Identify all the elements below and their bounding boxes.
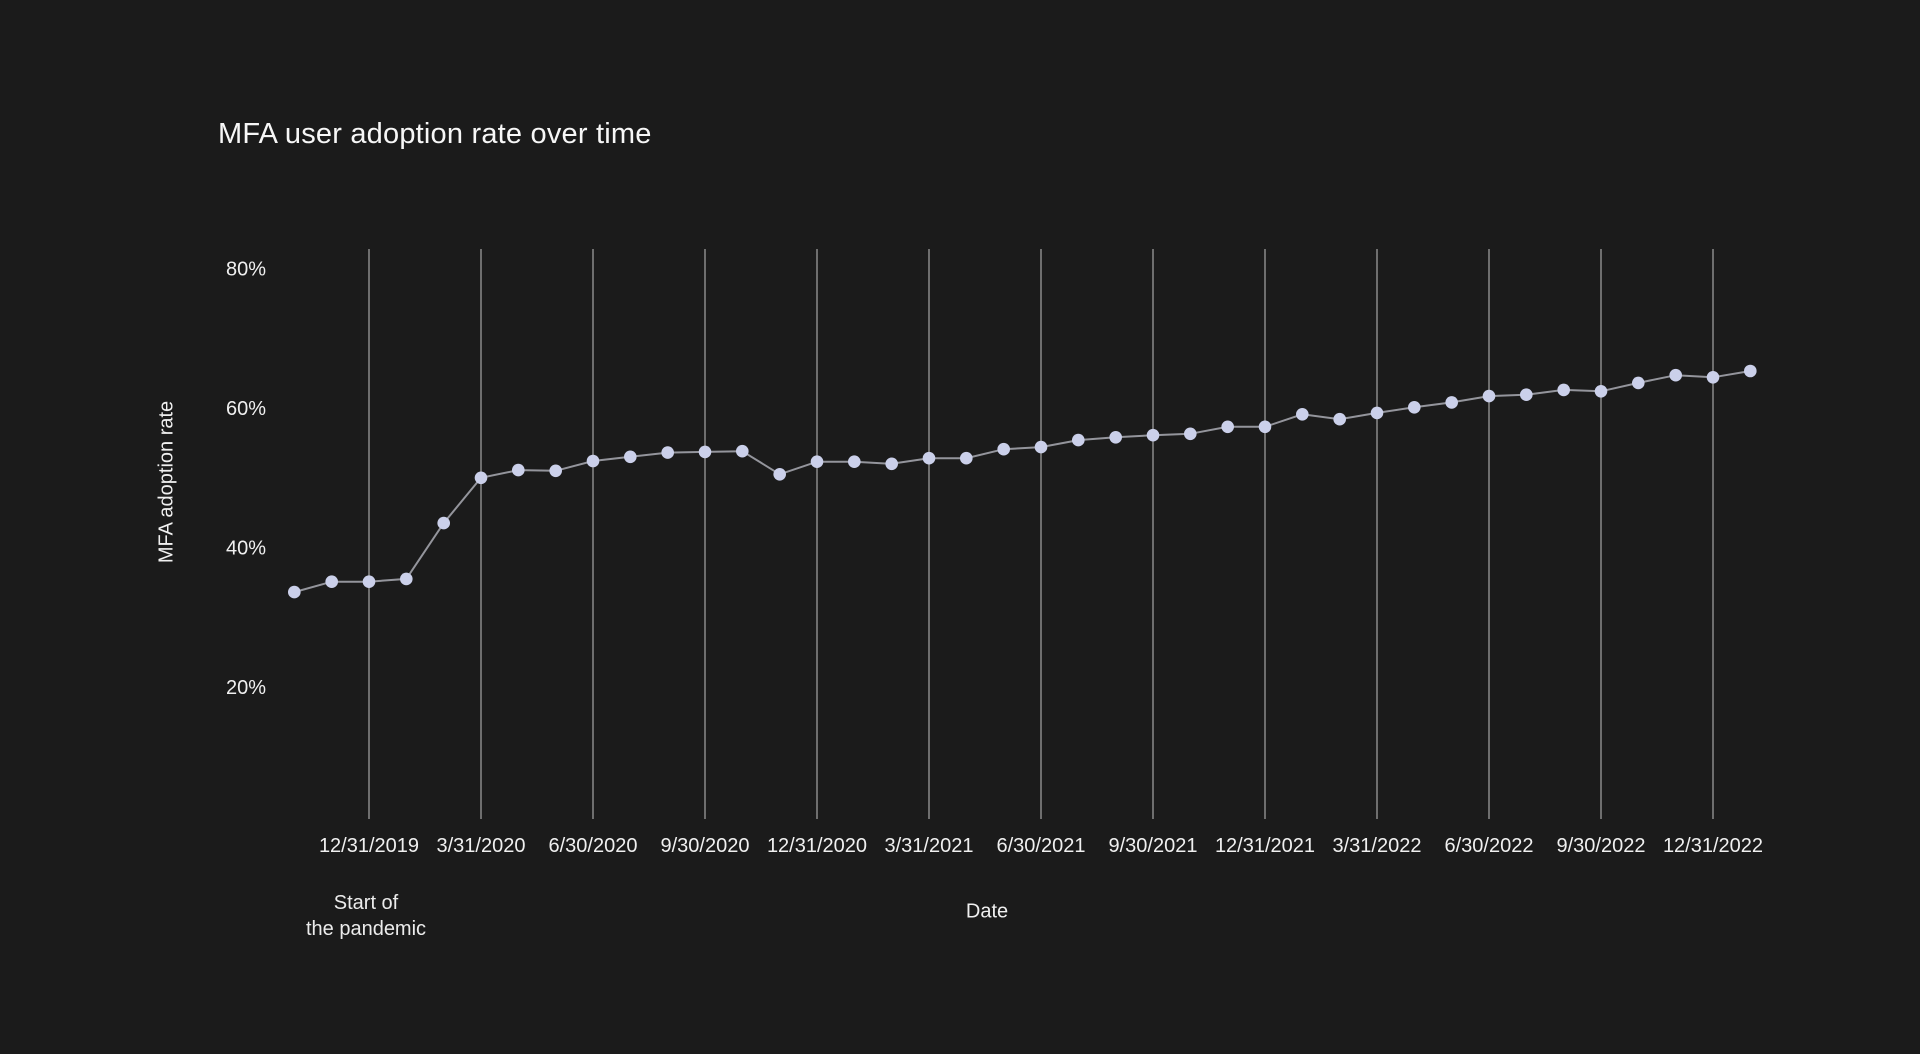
x-tick-label: 9/30/2021 [1109, 835, 1198, 857]
data-point [325, 575, 339, 588]
x-tick-label: 12/31/2020 [767, 835, 867, 857]
pandemic-annotation-line1: Start of [333, 892, 399, 914]
x-tick-label: 9/30/2022 [1557, 835, 1646, 857]
x-tick-label: 12/31/2022 [1663, 835, 1763, 857]
data-point [661, 446, 674, 459]
data-point [1258, 420, 1272, 434]
y-tick-label: 20% [226, 677, 266, 699]
data-point [1221, 420, 1234, 434]
data-point [1184, 427, 1197, 441]
data-point [1333, 412, 1346, 426]
x-tick-label: 3/31/2022 [1333, 835, 1422, 857]
y-tick-label: 40% [226, 538, 266, 560]
data-point [1370, 406, 1384, 420]
data-point [810, 455, 824, 469]
y-tick-label: 80% [226, 259, 266, 281]
data-point [1744, 364, 1757, 378]
x-tick-label: 3/31/2020 [437, 835, 526, 857]
data-point [1072, 433, 1085, 447]
data-point [1520, 388, 1533, 402]
data-point [848, 455, 861, 469]
data-point [1482, 389, 1496, 403]
pandemic-annotation-line2: the pandemic [305, 918, 427, 940]
x-tick-label: 6/30/2021 [997, 835, 1086, 857]
data-point [1034, 440, 1048, 454]
x-tick-label: 6/30/2022 [1445, 835, 1534, 857]
x-tick-label: 12/31/2019 [319, 835, 419, 857]
data-point [586, 454, 600, 468]
data-point [1557, 383, 1570, 397]
x-tick-label: 12/31/2021 [1215, 835, 1315, 857]
data-point [400, 572, 413, 586]
x-tick-label: 3/31/2021 [885, 835, 974, 857]
data-point [512, 463, 525, 477]
data-point [1706, 371, 1720, 384]
data-point [362, 575, 376, 588]
data-point [736, 444, 749, 458]
data-point [437, 516, 451, 530]
data-point [698, 445, 712, 459]
data-point [1408, 401, 1421, 414]
pandemic-annotation: Start of the pandemic [306, 890, 426, 942]
data-point [922, 451, 936, 465]
data-point [1632, 376, 1645, 390]
data-point [1669, 368, 1682, 382]
data-point [1146, 428, 1160, 442]
x-tick-label: 9/30/2020 [661, 835, 750, 857]
data-point [997, 442, 1010, 456]
x-axis-title: Date [965, 900, 1009, 923]
data-point [960, 451, 973, 465]
data-point [549, 464, 562, 478]
data-point [773, 468, 786, 481]
data-point [1445, 396, 1458, 409]
data-point [1594, 385, 1608, 398]
data-point [624, 450, 637, 464]
data-point [288, 585, 301, 599]
chart-title: MFA user adoption rate over time [218, 118, 652, 150]
data-point [1296, 408, 1309, 421]
data-point [885, 457, 898, 471]
x-tick-label: 6/30/2020 [549, 835, 638, 857]
y-tick-label: 60% [226, 398, 266, 420]
data-point [1109, 431, 1122, 444]
data-point [474, 471, 488, 485]
data-line [294, 370, 1751, 594]
